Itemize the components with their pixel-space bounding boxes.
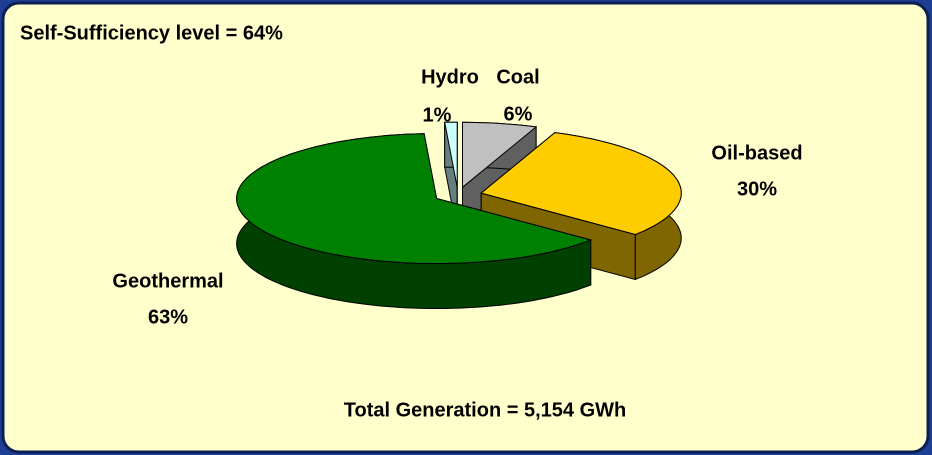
pie-slice <box>444 121 458 188</box>
slice-labels: Hydro 1% Coal 6% Oil-based 30% Geothermal 63% <box>112 66 802 328</box>
pie-slice <box>236 133 593 264</box>
pie-slice <box>480 132 682 236</box>
annotation: Total Generation = 5,154 GWh <box>344 399 626 421</box>
pie-slice <box>462 121 538 189</box>
value-label: 30% <box>737 178 777 200</box>
value-label: 6% <box>504 103 533 125</box>
category-label: Coal <box>496 66 539 88</box>
chart-title: Self-Sufficiency level = 64% <box>20 22 283 44</box>
category-label: Geothermal <box>112 270 223 292</box>
value-label: 1% <box>423 104 452 126</box>
category-label: Hydro <box>421 66 479 88</box>
value-label: 63% <box>148 306 188 328</box>
category-label: Oil-based <box>711 142 802 164</box>
pie-tops <box>236 121 682 264</box>
